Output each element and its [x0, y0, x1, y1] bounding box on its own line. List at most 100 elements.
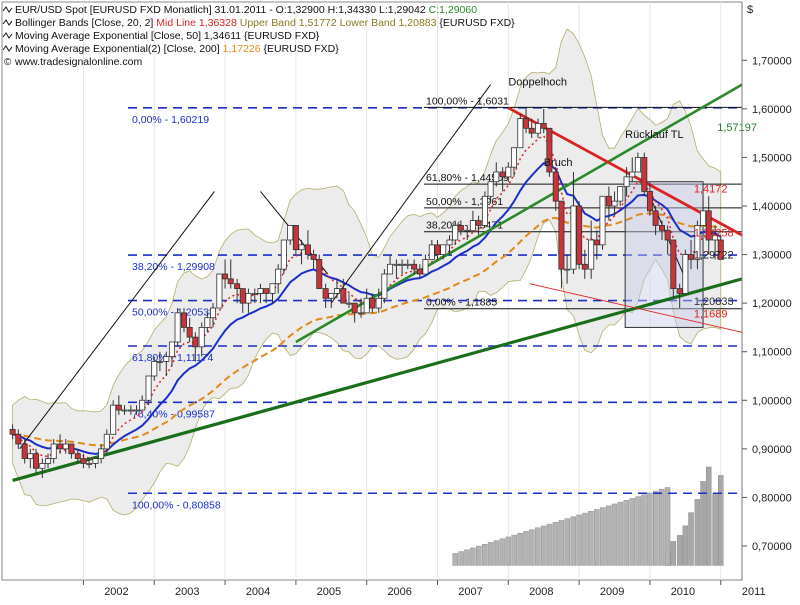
- candle-down: [9, 429, 16, 435]
- volume-bar: [658, 489, 665, 566]
- volume-bar: [481, 544, 488, 566]
- candle-up: [151, 361, 158, 377]
- candle-up: [174, 312, 181, 343]
- candle-up: [464, 229, 471, 232]
- volume-bar: [464, 549, 470, 566]
- volume-bar: [664, 487, 671, 566]
- volume-bar: [694, 499, 701, 566]
- candle-up: [210, 307, 217, 319]
- candle-up: [510, 147, 517, 168]
- candle-up: [387, 263, 394, 275]
- candle-down: [21, 443, 28, 459]
- candle-up: [121, 409, 128, 412]
- candle-up: [27, 453, 34, 459]
- legend-row: www.tradesignalonline.com: [14, 56, 142, 68]
- volume-bar: [499, 538, 506, 566]
- candle-up: [163, 356, 170, 362]
- candle-up: [269, 283, 276, 294]
- candle-up: [700, 210, 707, 226]
- candle-up: [45, 458, 52, 464]
- legend-text: Moving Average Exponential [Close, 50] 1…: [15, 30, 320, 42]
- legend-row: Moving Average Exponential(2) [Close, 20…: [15, 43, 339, 55]
- candle-down: [540, 123, 547, 129]
- y-tick-label: 1,00000: [752, 395, 792, 407]
- legend-text: Upper Band 1,51772 Lower Band 1,20883: [240, 17, 437, 29]
- candle-down: [593, 239, 600, 246]
- volume-bar: [535, 527, 541, 566]
- x-tick-label: 2003: [175, 586, 199, 598]
- candle-up: [280, 239, 287, 270]
- legend-text: Bollinger Bands [Close, 20, 2]: [15, 17, 153, 29]
- candle-down: [652, 210, 659, 226]
- candle-up: [393, 263, 400, 266]
- fib-label-right: 100,00% - 1,6031: [426, 95, 509, 107]
- legend-row: Bollinger Bands [Close, 20, 2] Mid Line …: [15, 17, 515, 29]
- candle-up: [358, 312, 365, 315]
- volume-bar: [653, 490, 659, 566]
- volume-bar: [517, 533, 523, 566]
- candle-down: [523, 118, 530, 129]
- volume-bar: [476, 545, 482, 566]
- volume-bar: [493, 540, 500, 566]
- candle-up: [110, 404, 117, 435]
- candle-up: [599, 195, 606, 246]
- candle-down: [416, 268, 423, 275]
- candle-down: [304, 244, 311, 255]
- candle-up: [92, 458, 99, 464]
- candle-up: [588, 239, 595, 270]
- fib-label-right: 0,00% - 1,1885: [426, 297, 497, 309]
- candle-up: [375, 297, 382, 309]
- chart-annotation: 1,29722: [694, 249, 734, 261]
- candle-down: [528, 127, 535, 134]
- candle-down: [340, 288, 347, 304]
- volume-bar: [552, 522, 559, 566]
- volume-bar: [540, 525, 547, 566]
- chart-annotation: 1,20833: [694, 296, 734, 308]
- candle-up: [487, 181, 494, 197]
- x-tick-label: 2004: [246, 586, 270, 598]
- bollinger-band-area: [12, 28, 722, 516]
- x-tick-label: 2010: [671, 586, 695, 598]
- candle-up: [469, 220, 476, 231]
- currency-label: $: [747, 4, 753, 16]
- trend-arrow: [19, 191, 215, 450]
- volume-bar: [676, 535, 683, 566]
- candle-up: [623, 176, 630, 187]
- candle-up: [570, 205, 577, 270]
- chart-annotation: 1,34258: [694, 228, 734, 240]
- chart-annotation: 1,57197: [717, 122, 757, 134]
- legend-text: {EURUSD FXD}: [264, 43, 340, 55]
- candle-up: [517, 118, 524, 149]
- legend-row: EUR/USD Spot [EURUSD FXD Monatlich] 31.0…: [15, 4, 477, 16]
- y-tick-label: 1,40000: [752, 201, 792, 213]
- candle-up: [156, 361, 163, 363]
- volume-bar: [511, 534, 517, 566]
- candle-up: [422, 259, 429, 275]
- fib-label: 76,40% - 0,99587: [132, 408, 215, 420]
- candle-down: [292, 225, 299, 251]
- candle-down: [581, 263, 588, 270]
- candle-up: [634, 157, 641, 173]
- chart-annotation: 1,4172: [694, 183, 728, 195]
- x-tick-label: 2011: [742, 586, 766, 598]
- volume-bar: [588, 511, 594, 566]
- y-tick-label: 1,70000: [752, 55, 792, 67]
- volume-bar: [570, 516, 576, 566]
- volume-bar: [505, 536, 512, 566]
- legend-text: www.tradesignalonline.com: [14, 56, 142, 68]
- candle-down: [717, 239, 724, 260]
- y-tick-label: 1,10000: [752, 347, 792, 359]
- x-tick-label: 2006: [387, 586, 411, 598]
- candle-up: [39, 463, 46, 469]
- candle-up: [216, 273, 223, 309]
- candle-down: [239, 288, 246, 304]
- candle-down: [475, 220, 482, 226]
- volume-bar: [629, 498, 635, 566]
- candle-up: [287, 225, 294, 241]
- candle-down: [688, 254, 695, 260]
- y-tick-label: 0,80000: [752, 492, 792, 504]
- candle-up: [712, 234, 719, 241]
- candle-up: [404, 263, 411, 266]
- candle-up: [168, 341, 175, 357]
- support-trendline: [529, 283, 743, 333]
